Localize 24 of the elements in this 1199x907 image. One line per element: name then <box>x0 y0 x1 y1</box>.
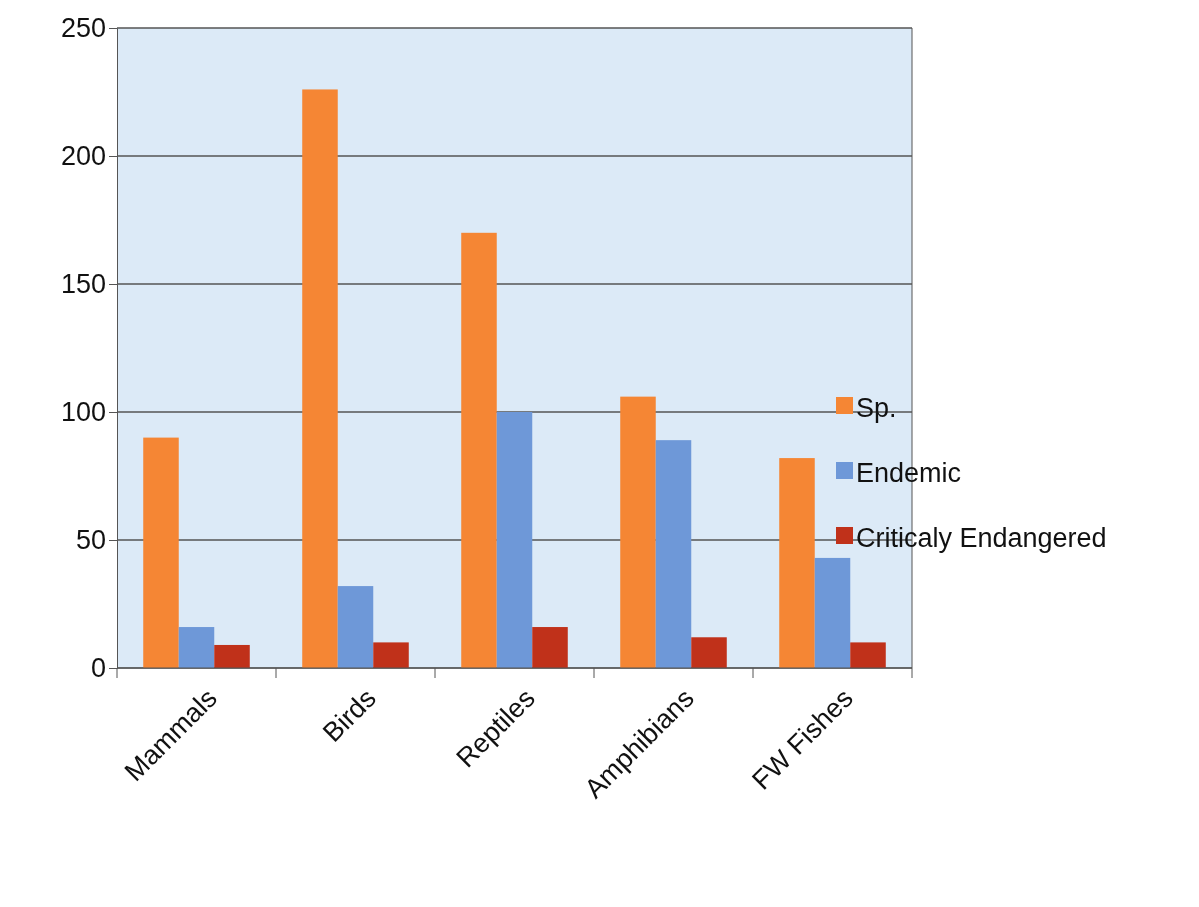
bar <box>143 437 179 668</box>
y-tick-label: 0 <box>90 653 106 684</box>
legend-label: Endemic <box>856 458 962 488</box>
bar <box>302 89 338 668</box>
y-tick-label: 100 <box>60 397 106 428</box>
bar <box>655 440 692 668</box>
legend-label: Sp. <box>856 393 897 423</box>
bar <box>620 396 656 668</box>
bar <box>850 642 886 668</box>
bar <box>532 627 568 668</box>
bar <box>214 644 250 668</box>
y-tick-label: 150 <box>60 269 106 300</box>
y-tick-label: 200 <box>60 141 106 172</box>
bar <box>779 458 815 668</box>
bar <box>337 586 374 668</box>
legend-label: Criticaly Endangered <box>856 523 1107 553</box>
bar <box>691 637 727 668</box>
bar <box>178 627 215 668</box>
bar <box>496 412 533 668</box>
bar <box>373 642 409 668</box>
bar <box>461 232 497 668</box>
y-tick-label: 50 <box>75 525 106 556</box>
y-tick-label: 250 <box>60 13 106 44</box>
bar <box>814 557 851 668</box>
